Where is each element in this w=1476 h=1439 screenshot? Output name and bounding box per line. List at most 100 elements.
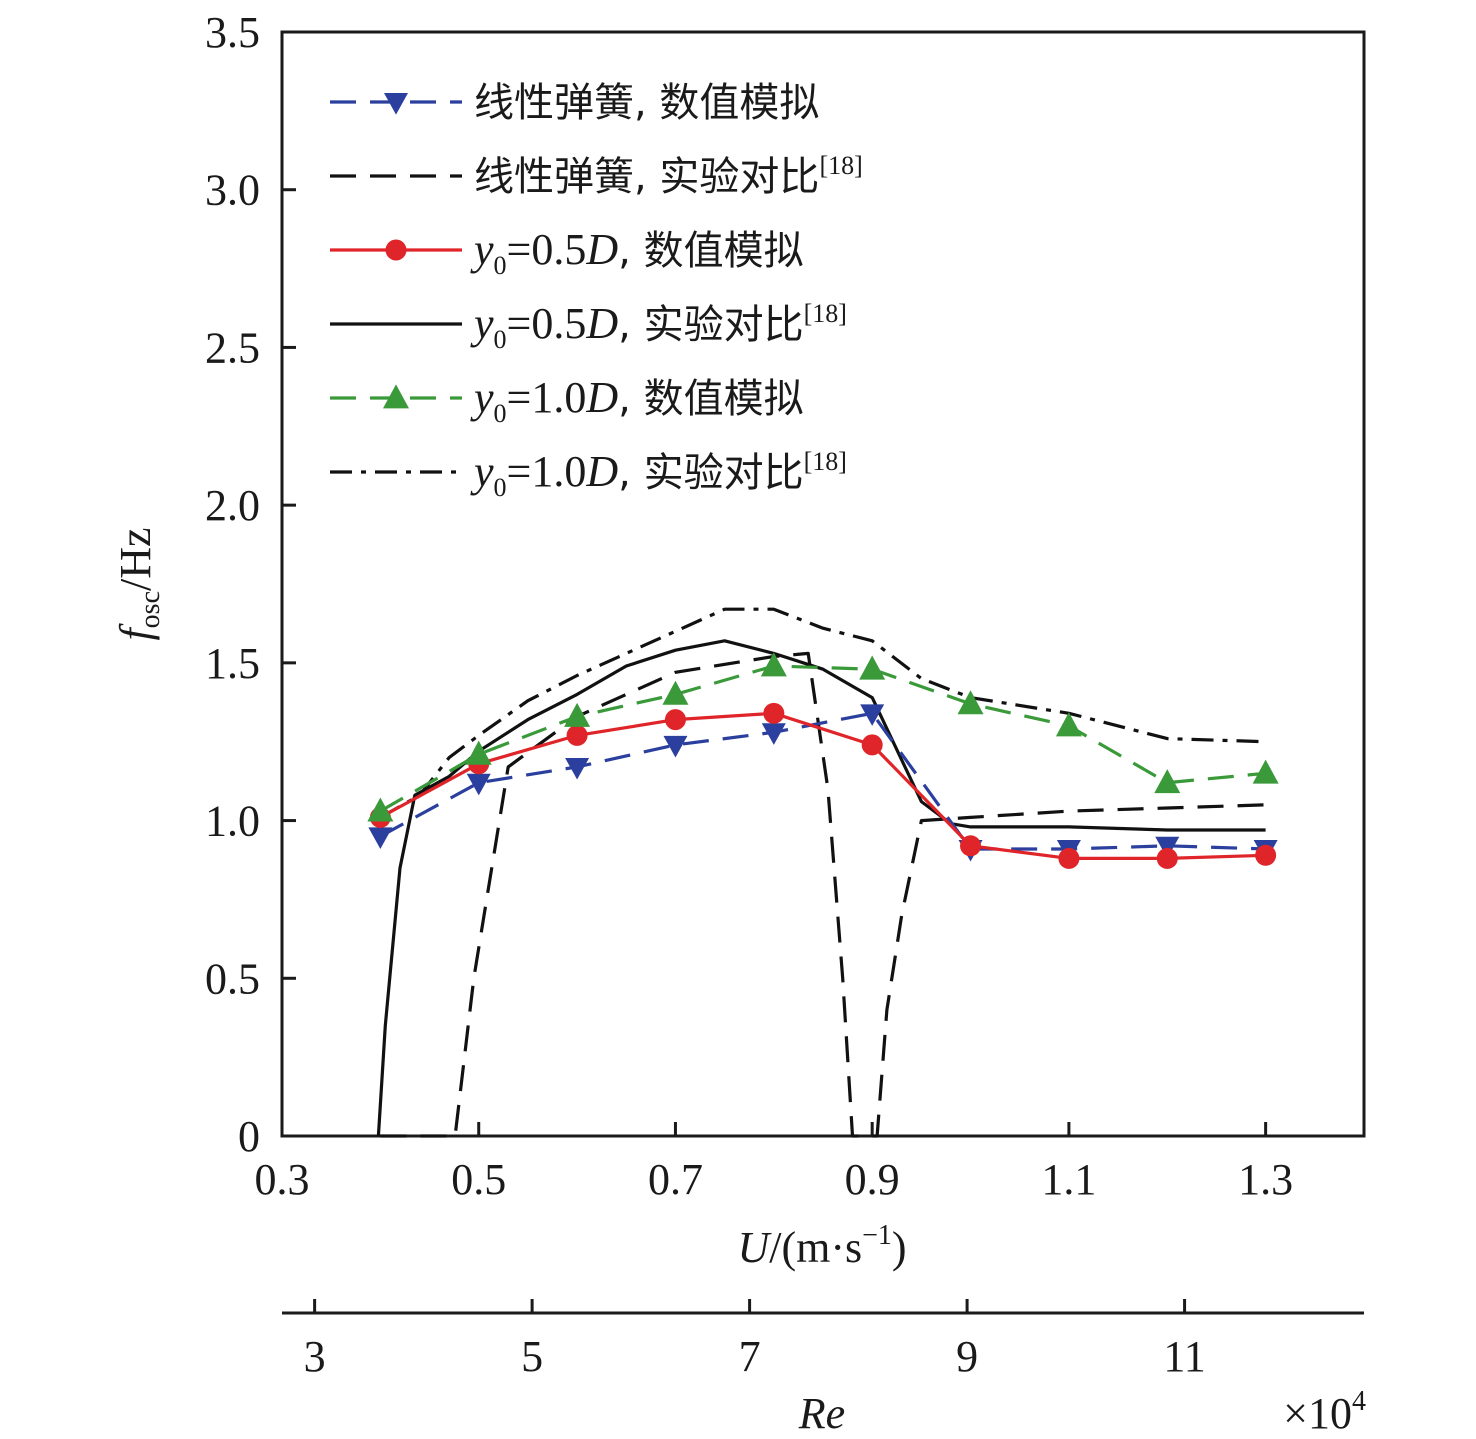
- y-tick-label: 3.5: [205, 8, 260, 57]
- x-axis-title-close: ): [892, 1223, 907, 1272]
- y-tick-label: 1.5: [205, 639, 260, 688]
- series-3: [369, 702, 1277, 869]
- legend-label: y0=0.5D, 实验对比[18]: [470, 299, 847, 354]
- series-2: [380, 651, 1266, 1138]
- legend-label-part: D: [585, 299, 618, 348]
- y-tick-label: 2.5: [205, 323, 260, 372]
- data-point-marker: [367, 797, 394, 822]
- legend-label: y0=1.0D, 实验对比[18]: [470, 447, 847, 502]
- legend-label-part: , 实验对比: [618, 302, 803, 348]
- legend-label-part: , 数值模拟: [618, 228, 803, 274]
- legend-label-part: 0: [494, 251, 507, 280]
- x-axis: 0.3 0.5 0.7 0.9 1.1 1.3: [255, 1122, 1293, 1204]
- secondary-x-tick-label: 3: [304, 1332, 326, 1381]
- x-axis-title-var: U: [737, 1223, 772, 1272]
- data-point-marker: [761, 723, 786, 745]
- data-point-marker: [565, 757, 590, 780]
- x-tick-label: 0.9: [845, 1155, 900, 1204]
- data-point-marker: [1155, 836, 1180, 859]
- x-axis-title: U/(m·s−1): [737, 1220, 906, 1272]
- x-tick-label: 0.5: [451, 1155, 506, 1204]
- data-point-marker: [384, 93, 408, 115]
- series-line: [379, 711, 1266, 851]
- series-line: [379, 607, 1266, 819]
- y-tick-label: 3.0: [205, 166, 260, 215]
- secondary-x-tick-label: 9: [956, 1332, 978, 1381]
- legend-label-part: y: [470, 373, 494, 422]
- data-point-marker: [465, 740, 492, 765]
- y-axis-title-unit: /Hz: [111, 527, 160, 591]
- legend-label-part: , 数值模拟: [618, 376, 803, 422]
- legend-label-part: [18]: [804, 447, 847, 476]
- legend-label-part: =0.5: [507, 225, 587, 274]
- legend-label-part: 线性弹簧, 实验对比: [474, 154, 819, 200]
- legend-label-part: =0.5: [507, 299, 587, 348]
- legend-label-part: y: [470, 447, 494, 496]
- legend-label-part: D: [585, 447, 618, 496]
- legend-item: y0=1.0D, 实验对比[18]: [330, 447, 847, 502]
- data-point-marker: [860, 704, 885, 726]
- legend-label: y0=0.5D, 数值模拟: [470, 225, 804, 280]
- data-point-marker: [466, 773, 491, 796]
- series-layer: [367, 607, 1279, 1138]
- data-point-marker: [564, 702, 591, 727]
- y-tick-label: 0.5: [205, 954, 260, 1003]
- series-4: [376, 639, 1266, 1137]
- data-point-marker: [385, 239, 407, 261]
- legend-item: y0=1.0D, 数值模拟: [330, 373, 804, 428]
- legend-label-part: y: [470, 225, 494, 274]
- series-line: [380, 651, 1266, 1138]
- legend-item: y0=0.5D, 数值模拟: [330, 225, 804, 280]
- legend-item: y0=0.5D, 实验对比[18]: [330, 299, 847, 354]
- data-point-marker: [957, 690, 984, 715]
- data-point-marker: [1058, 847, 1080, 869]
- data-point-marker: [662, 680, 689, 705]
- series-5: [367, 652, 1279, 822]
- y-tick-label: 2.0: [205, 481, 260, 530]
- legend-label-part: D: [585, 373, 618, 422]
- data-point-marker: [1252, 759, 1279, 784]
- y-axis: 0 0.5 1.0 1.5 2.0 2.5 3.0 3.5: [205, 8, 296, 1161]
- data-point-marker: [663, 735, 688, 758]
- x-axis-title-unit: /(m·s: [769, 1223, 862, 1272]
- x-tick-label: 0.3: [255, 1155, 310, 1204]
- x-tick-label: 0.7: [648, 1155, 703, 1204]
- x-tick-label: 1.1: [1041, 1155, 1096, 1204]
- legend-label-part: , 实验对比: [618, 450, 803, 496]
- y-tick-label: 0: [238, 1112, 260, 1161]
- data-point-marker: [960, 835, 982, 857]
- data-point-marker: [1055, 712, 1082, 737]
- legend-item: 线性弹簧, 数值模拟: [330, 80, 819, 126]
- secondary-x-axis-title: Re: [798, 1389, 845, 1438]
- legend-label: 线性弹簧, 实验对比[18]: [474, 151, 863, 200]
- y-tick-label: 1.0: [205, 797, 260, 846]
- series-1: [368, 704, 1278, 862]
- data-point-marker: [763, 702, 785, 724]
- y-axis-title-sub: osc: [135, 591, 166, 628]
- data-point-marker: [566, 724, 588, 746]
- plot-frame: [280, 30, 1366, 1138]
- data-point-marker: [368, 827, 393, 849]
- legend-label: 线性弹簧, 数值模拟: [474, 80, 819, 126]
- legend-label-part: [18]: [819, 151, 862, 180]
- secondary-x-tick-label: 11: [1163, 1332, 1205, 1381]
- legend-item: 线性弹簧, 实验对比[18]: [330, 151, 863, 200]
- legend-label-part: 0: [494, 473, 507, 502]
- data-point-marker: [760, 652, 787, 677]
- x-tick-label: 1.3: [1238, 1155, 1293, 1204]
- secondary-x-tick-label: 5: [521, 1332, 543, 1381]
- legend-label: y0=1.0D, 数值模拟: [470, 373, 804, 428]
- secondary-x-tick-label: 7: [739, 1332, 761, 1381]
- legend-label-part: =1.0: [507, 373, 587, 422]
- series-line: [379, 711, 1266, 861]
- x-axis-title-sup: −1: [862, 1220, 892, 1251]
- legend-label-part: 0: [494, 399, 507, 428]
- legend-label-part: D: [585, 225, 618, 274]
- data-point-marker: [1156, 847, 1178, 869]
- series-6: [379, 607, 1266, 819]
- data-point-marker: [1255, 844, 1277, 866]
- data-point-marker: [1154, 769, 1181, 794]
- data-point-marker: [664, 709, 686, 731]
